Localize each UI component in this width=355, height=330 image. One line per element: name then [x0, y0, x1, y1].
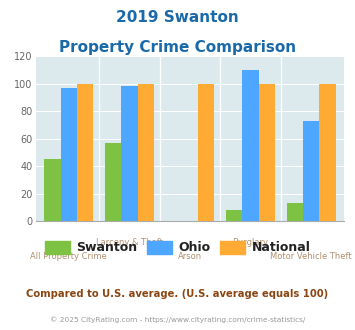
Text: Larceny & Theft: Larceny & Theft: [96, 238, 163, 247]
Bar: [105, 143, 121, 221]
Bar: [44, 159, 61, 221]
Bar: [319, 83, 335, 221]
Bar: [77, 83, 93, 221]
Bar: [259, 83, 275, 221]
Bar: [226, 210, 242, 221]
Text: Burglary: Burglary: [233, 238, 268, 247]
Text: Property Crime Comparison: Property Crime Comparison: [59, 40, 296, 54]
Bar: [198, 83, 214, 221]
Bar: [286, 203, 303, 221]
Bar: [61, 88, 77, 221]
Text: All Property Crime: All Property Crime: [31, 252, 107, 261]
Text: Motor Vehicle Theft: Motor Vehicle Theft: [270, 252, 352, 261]
Bar: [303, 121, 319, 221]
Bar: [137, 83, 154, 221]
Text: 2019 Swanton: 2019 Swanton: [116, 10, 239, 25]
Text: Compared to U.S. average. (U.S. average equals 100): Compared to U.S. average. (U.S. average …: [26, 289, 329, 299]
Bar: [121, 86, 137, 221]
Legend: Swanton, Ohio, National: Swanton, Ohio, National: [39, 236, 316, 259]
Bar: [242, 70, 259, 221]
Text: Arson: Arson: [178, 252, 202, 261]
Text: © 2025 CityRating.com - https://www.cityrating.com/crime-statistics/: © 2025 CityRating.com - https://www.city…: [50, 317, 305, 323]
